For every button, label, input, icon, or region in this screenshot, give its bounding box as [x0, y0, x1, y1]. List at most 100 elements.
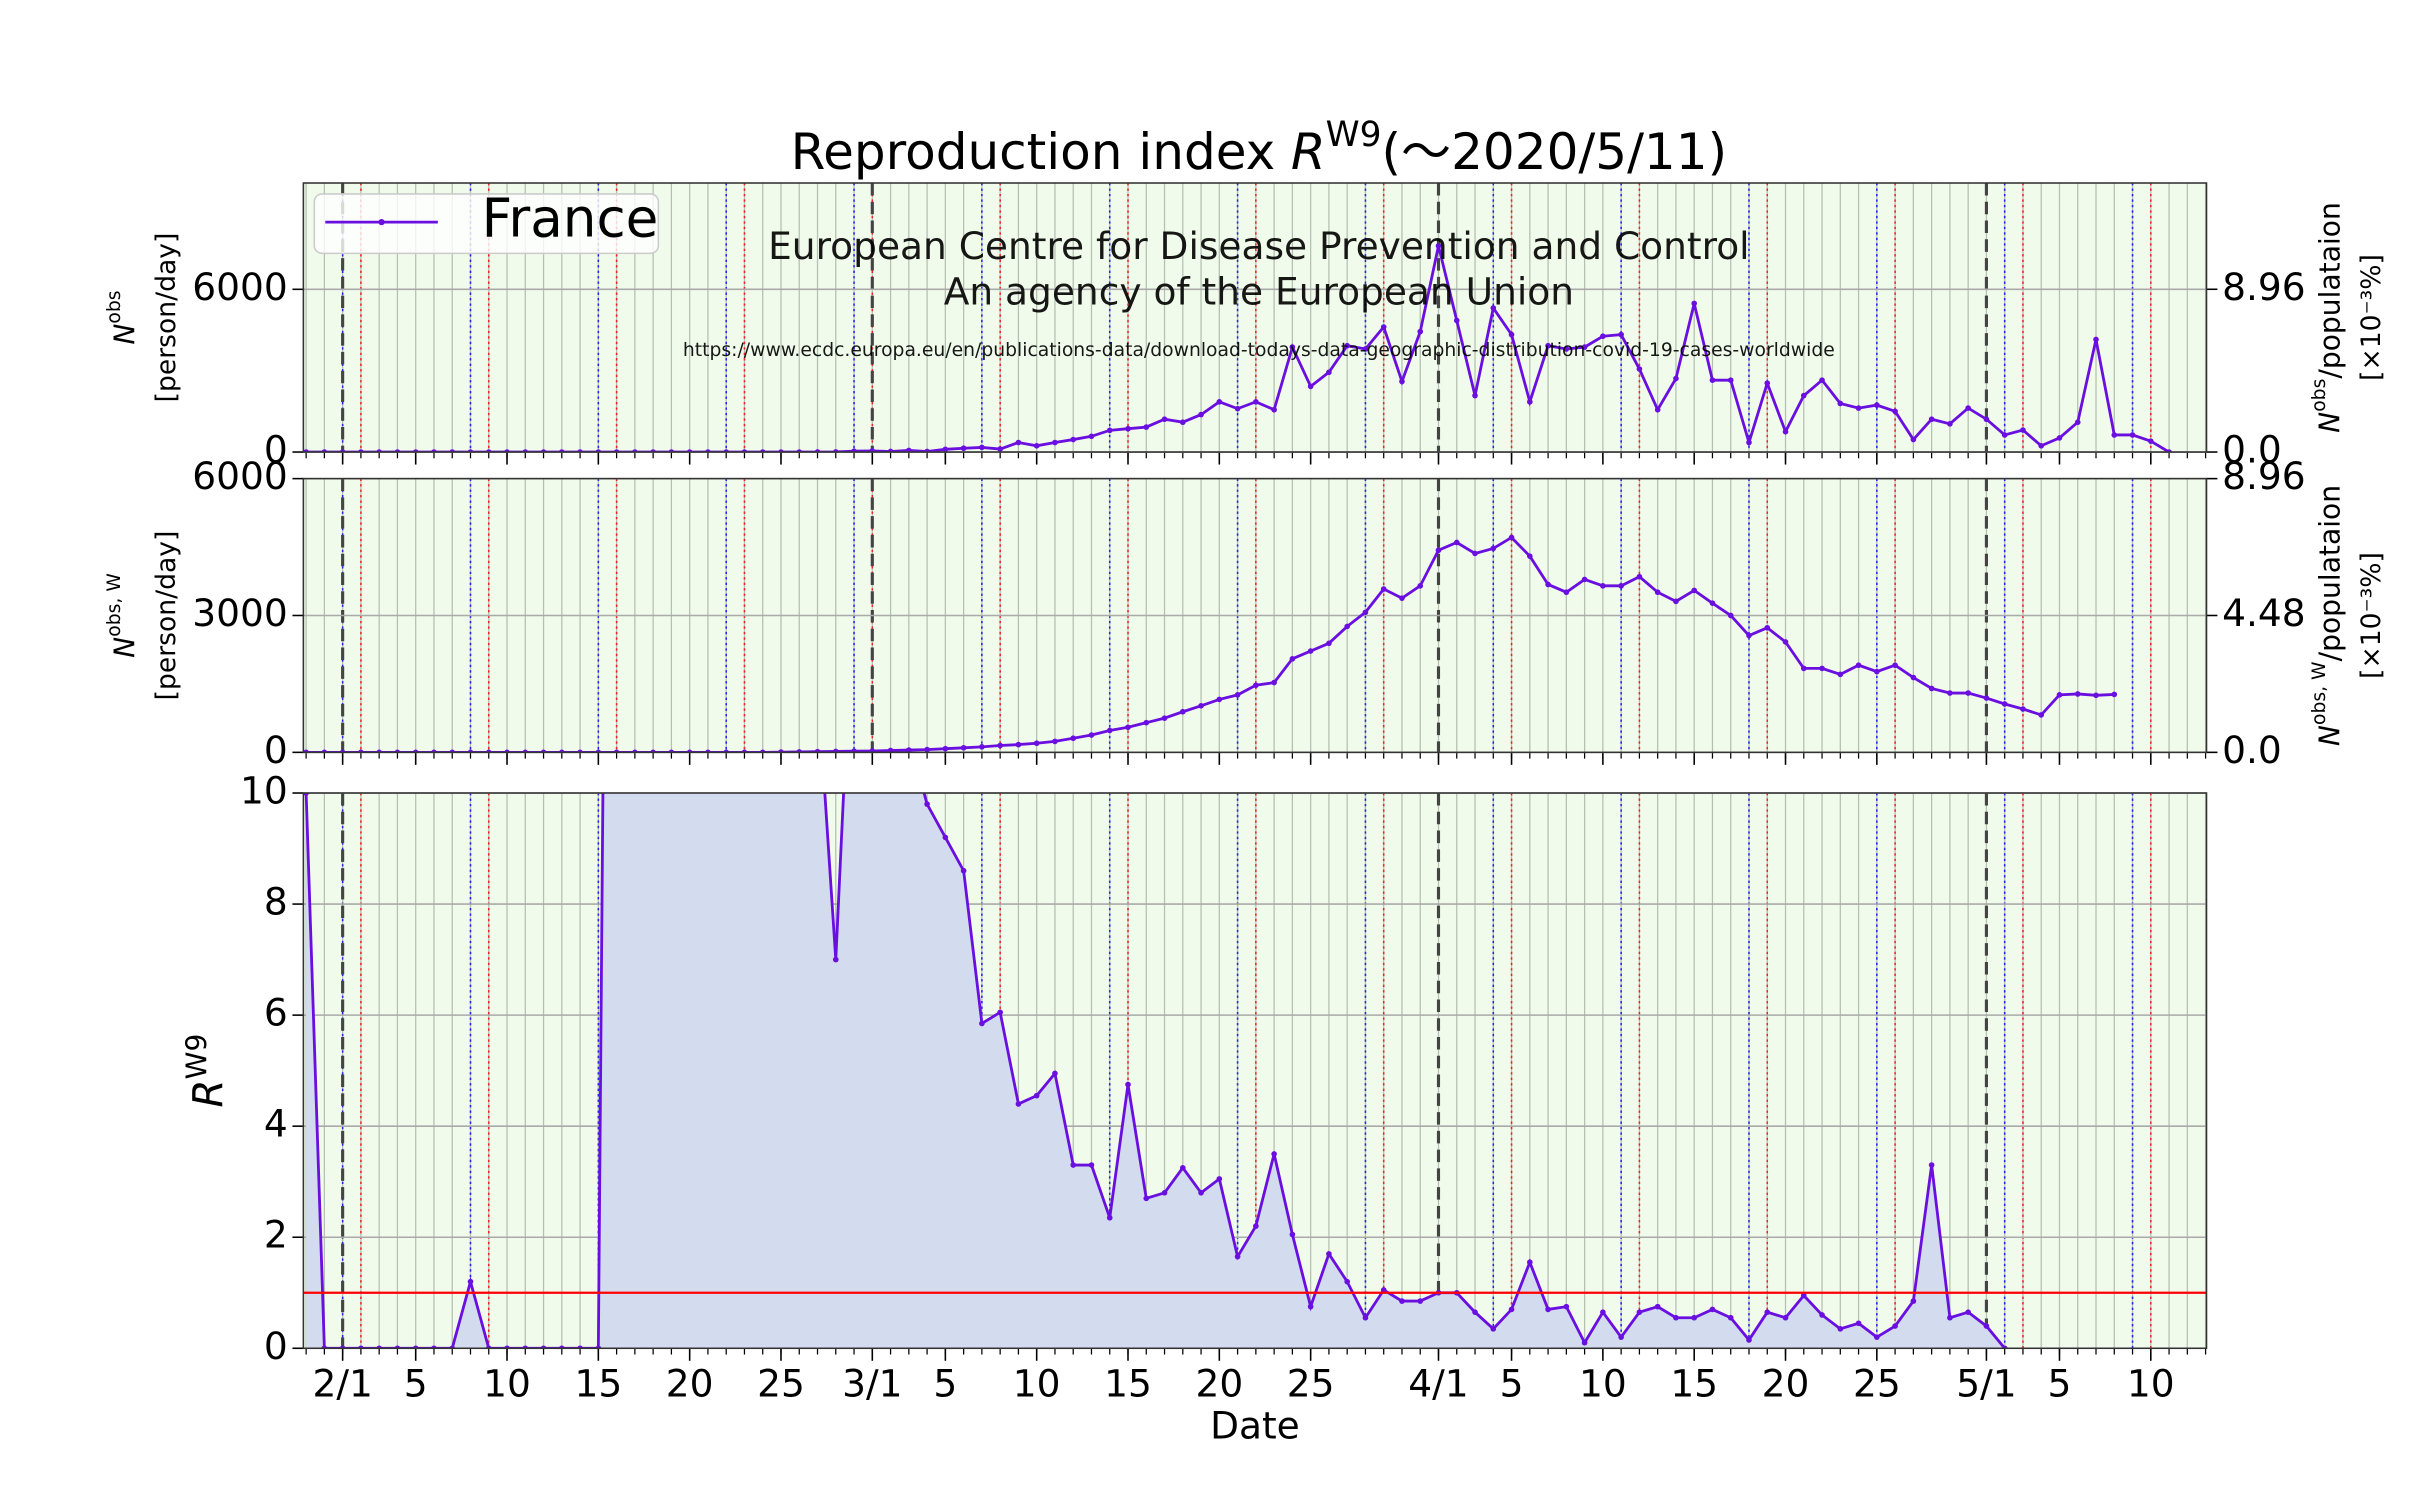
x-tick-label: 20 — [1195, 1361, 1243, 1405]
point — [1764, 624, 1771, 631]
point — [1490, 545, 1497, 552]
point — [960, 744, 967, 751]
point — [1800, 665, 1807, 672]
legend-box — [313, 193, 660, 255]
point — [1326, 640, 1332, 647]
label-symbol: N — [2314, 725, 2347, 746]
x-tick-label: 5 — [1500, 1361, 1524, 1405]
point — [1289, 656, 1296, 662]
point — [1965, 690, 1971, 696]
point — [1234, 692, 1241, 698]
point — [960, 445, 967, 452]
point — [1618, 331, 1624, 338]
y2-tick-label: 0.0 — [2222, 428, 2282, 472]
point — [1837, 1326, 1844, 1332]
x-tick-label: 25 — [1853, 1361, 1901, 1405]
point — [887, 448, 894, 453]
point — [1746, 439, 1752, 446]
x-tick-label: 2/1 — [312, 1361, 372, 1405]
point — [1508, 331, 1515, 338]
point — [1399, 378, 1405, 385]
point — [1618, 583, 1624, 589]
point — [1362, 1314, 1369, 1321]
point — [1800, 1292, 1807, 1299]
point — [1892, 1323, 1898, 1329]
point — [1910, 1298, 1917, 1304]
point — [1106, 427, 1113, 434]
y-tick-label: 10 — [240, 769, 288, 813]
point — [2074, 419, 2081, 426]
point — [1289, 344, 1296, 350]
point — [1727, 612, 1734, 619]
point — [1527, 553, 1533, 559]
point — [1472, 1309, 1478, 1316]
point — [1362, 346, 1369, 352]
point — [1198, 702, 1204, 709]
point — [1581, 576, 1588, 583]
point — [1399, 595, 1405, 601]
point — [1015, 741, 1022, 748]
point — [1289, 1231, 1296, 1238]
point — [1910, 674, 1917, 681]
point — [1600, 333, 1606, 340]
watermark: An agency of the European Union — [944, 270, 1574, 314]
axis-label-main: Nobs, W/populataion — [2309, 485, 2347, 746]
point — [1271, 1151, 1277, 1157]
point — [869, 448, 876, 453]
point — [1600, 1309, 1606, 1316]
point — [1800, 392, 1807, 399]
point — [1782, 428, 1789, 435]
point — [832, 748, 839, 753]
point — [1764, 1309, 1771, 1316]
point — [1545, 342, 1551, 349]
point — [1874, 1334, 1880, 1340]
y-tick-label: 6 — [264, 991, 288, 1035]
point — [1965, 405, 1971, 411]
point — [1143, 719, 1150, 726]
point — [1033, 442, 1040, 449]
x-tick-label: 15 — [1104, 1361, 1152, 1405]
point — [1581, 1339, 1588, 1346]
point — [1600, 583, 1606, 589]
point — [2093, 336, 2099, 343]
point — [1673, 598, 1679, 605]
point — [1052, 1070, 1058, 1077]
point — [1253, 1223, 1259, 1229]
point — [942, 745, 949, 752]
point — [1654, 589, 1661, 596]
point — [1070, 735, 1077, 742]
point — [1088, 732, 1095, 738]
point — [1490, 1326, 1497, 1332]
data-layer — [303, 243, 2172, 453]
axis-label-main: Nobs, W — [104, 573, 142, 658]
point — [1983, 695, 1990, 701]
point — [1088, 1162, 1095, 1168]
title-text: Reproduction index — [791, 122, 1276, 180]
label-superscript: obs — [104, 290, 125, 323]
point — [1070, 1162, 1077, 1168]
point — [1855, 1320, 1862, 1327]
point — [1380, 324, 1387, 330]
label-symbol: R — [184, 1079, 232, 1107]
point — [1746, 1337, 1752, 1343]
axis-label-main: Nobs/populataion — [2309, 202, 2347, 433]
point — [1983, 416, 1990, 423]
point — [1417, 1298, 1424, 1304]
point — [1727, 377, 1734, 383]
point — [997, 742, 1003, 749]
x-tick-label: 5 — [933, 1361, 957, 1405]
line — [306, 535, 2115, 753]
point — [1910, 436, 1917, 443]
point — [1143, 424, 1150, 430]
label-superscript: W9 — [181, 1034, 214, 1080]
point — [1307, 1303, 1314, 1310]
point — [1362, 609, 1369, 616]
point — [2111, 691, 2118, 698]
point — [1472, 550, 1478, 557]
point — [1179, 708, 1186, 715]
point — [2147, 438, 2154, 445]
point — [1545, 581, 1551, 588]
point — [906, 447, 912, 453]
point — [1070, 436, 1077, 443]
point — [1271, 406, 1277, 413]
